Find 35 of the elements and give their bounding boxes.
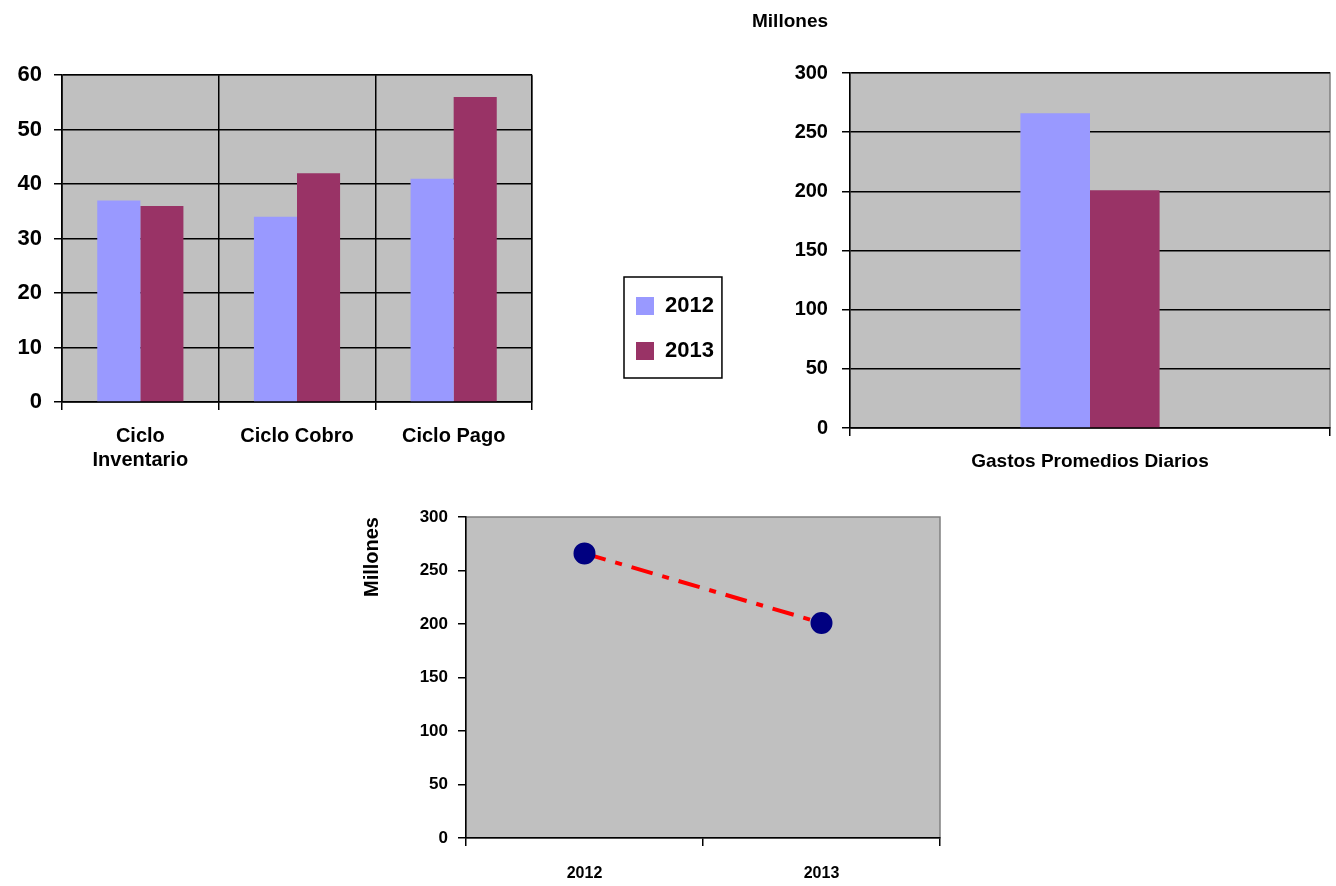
y-tick-label: 150 [419, 667, 448, 687]
y-tick-label: 20 [17, 279, 42, 305]
bar [140, 205, 184, 402]
legend-label: 2012 [665, 292, 714, 318]
y-tick-label: 50 [805, 356, 828, 379]
y-tick-label: 100 [794, 297, 828, 320]
y-axis-title: Millones [751, 10, 829, 32]
bar [410, 178, 454, 402]
legend-label: 2013 [665, 337, 714, 363]
y-tick-label: 50 [429, 774, 448, 794]
x-tick-label: Ciclo Pago [401, 423, 506, 446]
y-tick-label: 30 [17, 224, 42, 250]
x-tick-label: Gastos Promedios Diarios [971, 449, 1209, 471]
y-tick-label: 100 [419, 720, 448, 740]
y-tick-label: 50 [17, 115, 42, 141]
y-tick-label: 250 [794, 119, 828, 142]
y-tick-label: 200 [419, 613, 448, 633]
x-tick-label: Ciclo Inventario [92, 423, 189, 470]
y-tick-label: 200 [794, 178, 828, 201]
y-tick-label: 250 [419, 560, 448, 580]
x-tick-label: Ciclo Cobro [240, 423, 354, 446]
y-tick-label: 300 [794, 60, 828, 83]
y-tick-label: 60 [17, 61, 42, 87]
y-tick-label: 150 [794, 238, 828, 261]
bar [97, 200, 141, 402]
y-tick-label: 0 [816, 415, 828, 438]
y-tick-label: 40 [17, 170, 42, 196]
y-tick-label: 0 [29, 388, 42, 414]
bar [453, 96, 497, 402]
y-tick-label: 300 [419, 506, 448, 526]
y-tick-label: 10 [17, 333, 42, 359]
y-axis-title: Millones [359, 517, 382, 598]
bar [253, 216, 297, 402]
bar [297, 173, 341, 402]
y-tick-label: 0 [438, 827, 448, 847]
